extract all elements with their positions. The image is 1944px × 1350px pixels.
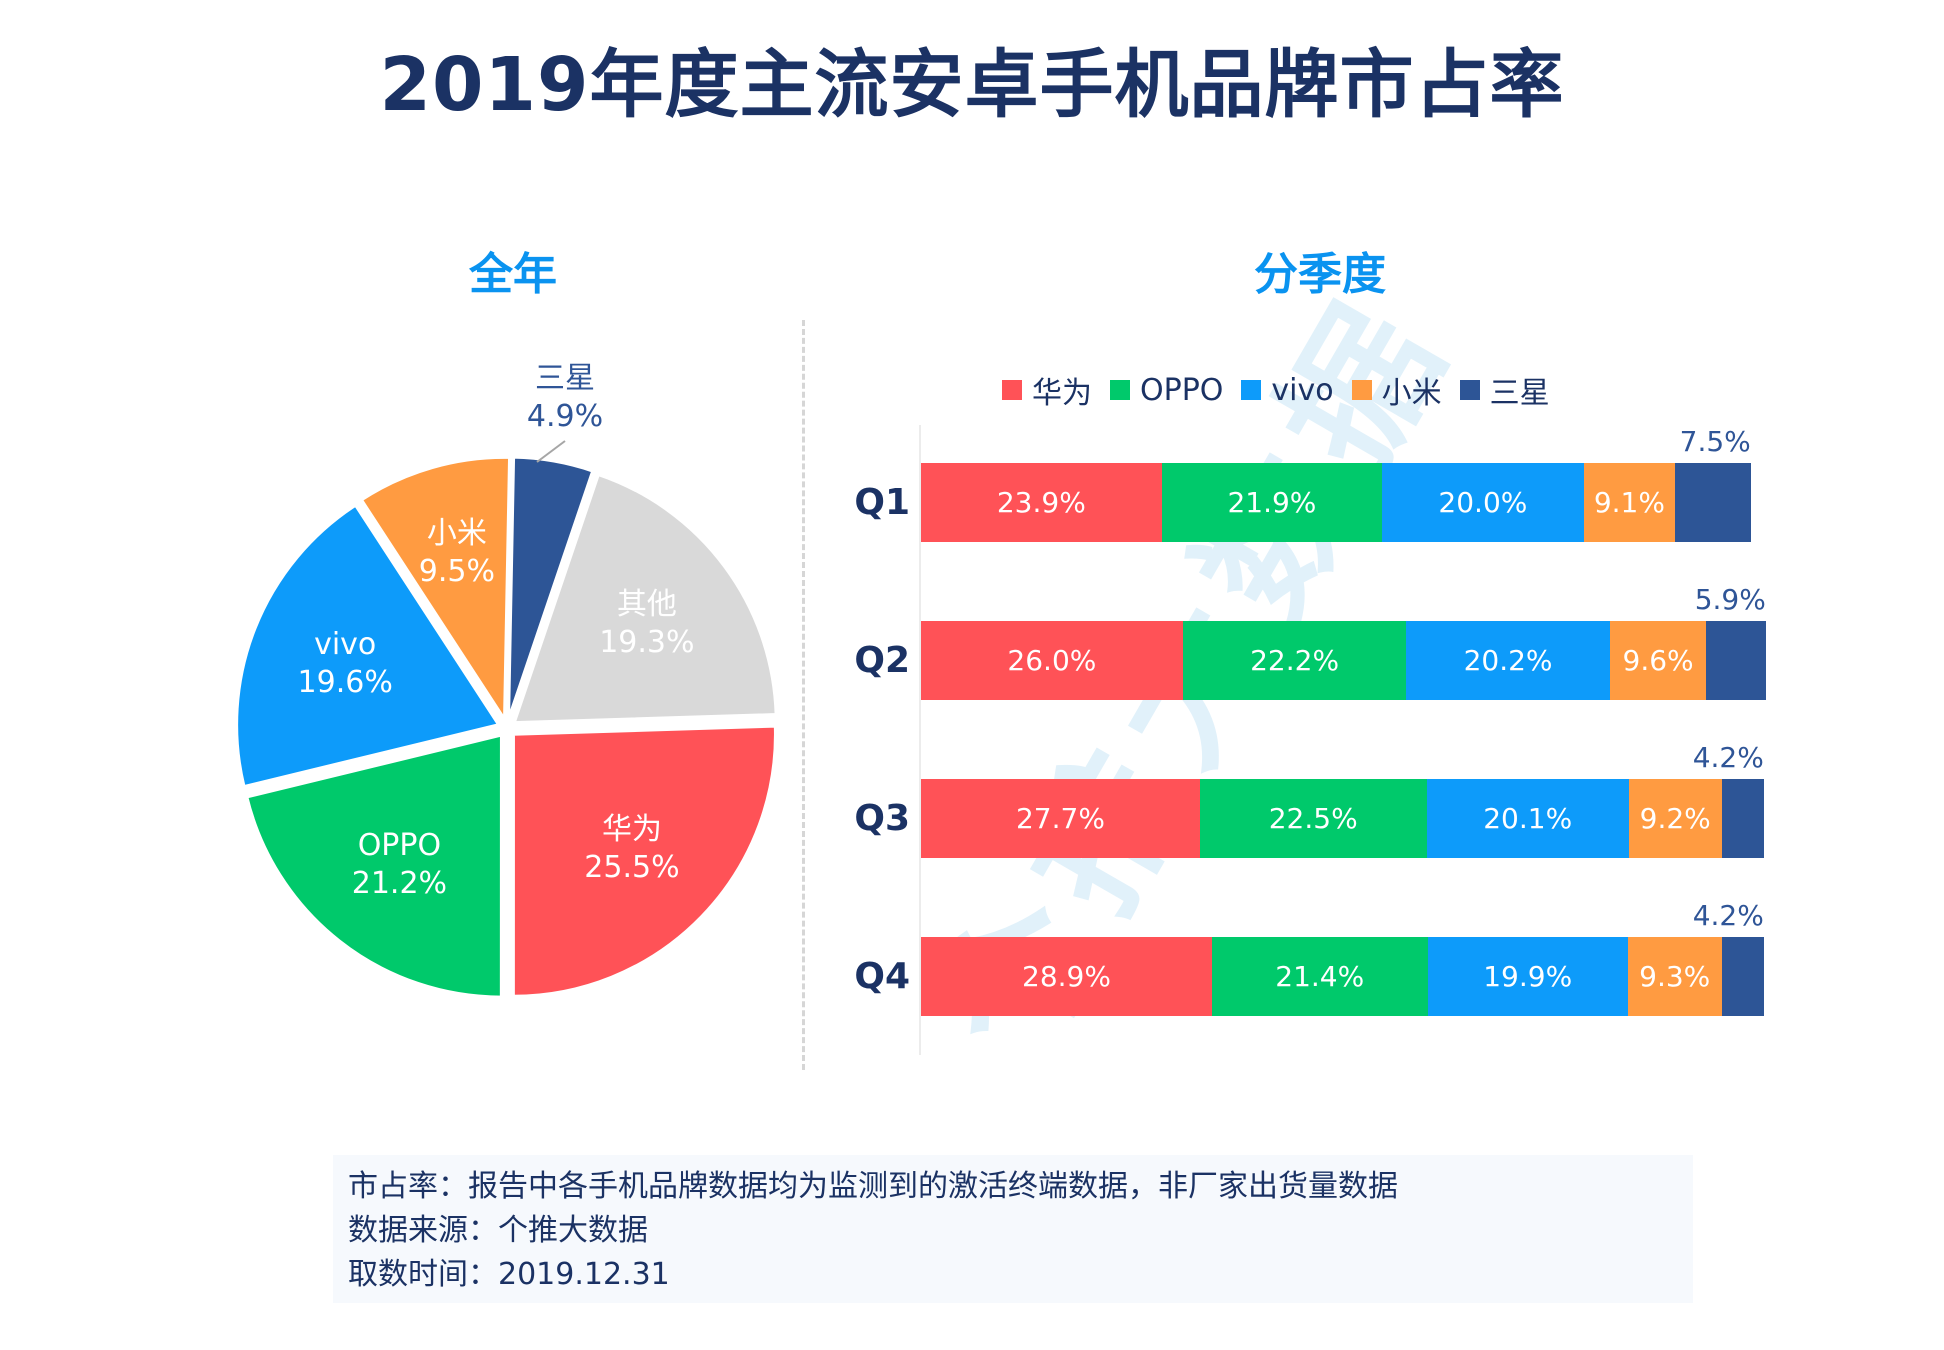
data-label: 9.2% — [1639, 802, 1711, 835]
pie-slice-三星 — [507, 455, 595, 720]
bar-segment-三星 — [1721, 937, 1764, 1016]
bar-segment-vivo: 19.9% — [1427, 937, 1628, 1016]
category-label: Q4 — [854, 956, 910, 997]
data-label-outside: 4.2% — [1692, 899, 1764, 932]
data-label: 22.2% — [1250, 644, 1340, 677]
bar-segment-OPPO: 22.2% — [1182, 621, 1407, 700]
legend-label: vivo — [1271, 372, 1334, 408]
bar-segment-小米: 9.6% — [1609, 621, 1707, 700]
category-label: Q3 — [854, 798, 910, 839]
data-label: 9.6% — [1622, 644, 1694, 677]
legend-item: 三星 — [1459, 368, 1550, 412]
data-label: 26.0% — [1007, 644, 1097, 677]
bar-row-Q2: 26.0% 22.2% 20.2% 9.6% — [921, 621, 1766, 700]
pie-label-value: 25.5% — [584, 850, 680, 886]
bar-chart-legend: 华为 OPPO vivo 小米 三星 — [1002, 368, 1568, 412]
bar-row-Q1: 23.9% 21.9% 20.0% 9.1% — [921, 463, 1751, 542]
legend-swatch — [1241, 380, 1262, 400]
bar-segment-vivo: 20.1% — [1426, 779, 1629, 858]
section-divider — [802, 320, 805, 1070]
pie-label-name: 小米 — [426, 516, 487, 552]
pie-slice-华为 — [511, 724, 777, 998]
bar-segment-OPPO: 21.9% — [1161, 463, 1383, 542]
data-label: 20.1% — [1483, 802, 1573, 835]
pie-slice-OPPO — [245, 733, 503, 999]
pie-chart-heading: 全年 — [469, 249, 557, 300]
legend-item: 华为 — [1002, 368, 1092, 412]
data-label: 21.4% — [1275, 960, 1365, 993]
bar-chart-axis — [919, 425, 921, 1055]
footnote-box: 市占率：报告中各手机品牌数据均为监测到的激活终端数据，非厂家出货量数据 数据来源… — [333, 1155, 1693, 1303]
pie-label-name: vivo — [314, 626, 377, 662]
legend-swatch — [1110, 380, 1130, 400]
data-label: 20.0% — [1438, 486, 1528, 519]
footnote-date: 取数时间：2019.12.31 — [348, 1257, 670, 1292]
pie-slice-其他 — [512, 472, 778, 725]
category-label: Q2 — [854, 640, 910, 681]
bar-segment-华为: 27.7% — [921, 779, 1200, 858]
bar-segment-OPPO: 22.5% — [1199, 779, 1427, 858]
legend-swatch — [1351, 380, 1372, 400]
pie-label-value: 4.9% — [526, 399, 604, 434]
leader-line-samsung — [536, 440, 566, 463]
bar-segment-vivo: 20.2% — [1406, 621, 1610, 700]
data-label: 21.9% — [1227, 486, 1317, 519]
legend-swatch — [1459, 380, 1480, 400]
pie-label-value: 19.6% — [297, 664, 393, 700]
bar-segment-三星 — [1706, 621, 1766, 700]
data-label: 19.9% — [1483, 960, 1573, 993]
pie-label-value: 21.2% — [351, 865, 448, 901]
bar-segment-小米: 9.1% — [1583, 463, 1676, 542]
pie-label-value: 19.3% — [599, 625, 695, 661]
legend-label: 小米 — [1381, 376, 1442, 411]
bar-segment-三星 — [1721, 779, 1764, 858]
pie-chart — [235, 440, 778, 999]
pie-label-name: 三星 — [535, 361, 595, 396]
data-label-outside: 5.9% — [1694, 583, 1766, 616]
bar-segment-小米: 9.3% — [1627, 937, 1722, 1016]
data-label: 27.7% — [1015, 802, 1105, 835]
data-label-outside: 4.2% — [1692, 741, 1764, 774]
data-label-outside: 7.5% — [1679, 425, 1751, 458]
pie-label: vivo 19.6% — [265, 626, 425, 702]
legend-label: OPPO — [1140, 372, 1224, 408]
pie-slice-小米 — [359, 455, 512, 725]
data-label: 28.9% — [1022, 960, 1111, 993]
data-label: 23.9% — [996, 486, 1086, 519]
pie-label: 三星 4.9% — [485, 360, 645, 436]
pie-label: 华为 25.5% — [552, 811, 712, 887]
legend-swatch — [1002, 380, 1022, 400]
footnote-source: 数据来源：个推大数据 — [348, 1213, 648, 1248]
footnote-definition: 市占率：报告中各手机品牌数据均为监测到的激活终端数据，非厂家出货量数据 — [348, 1169, 1398, 1204]
data-label: 22.5% — [1268, 802, 1358, 835]
pie-label-name: 华为 — [601, 812, 662, 848]
bar-chart-heading: 分季度 — [1254, 249, 1386, 300]
legend-label: 华为 — [1032, 376, 1092, 411]
data-label: 20.2% — [1463, 644, 1553, 677]
bar-segment-华为: 26.0% — [921, 621, 1183, 700]
legend-item: OPPO — [1110, 373, 1223, 408]
pie-slice-vivo — [235, 503, 502, 789]
category-label: Q1 — [854, 482, 910, 523]
page-title: 2019年度主流安卓手机品牌市占率 — [379, 42, 1565, 128]
bar-segment-华为: 23.9% — [921, 463, 1162, 542]
pie-label: OPPO 21.2% — [319, 827, 479, 903]
bar-row-Q3: 27.7% 22.5% 20.1% 9.2% — [921, 779, 1764, 858]
legend-item: 小米 — [1351, 368, 1442, 412]
pie-label-name: 其他 — [616, 587, 677, 623]
pie-label-name: OPPO — [357, 827, 442, 863]
pie-label: 其他 19.3% — [567, 586, 727, 662]
bar-segment-OPPO: 21.4% — [1212, 937, 1428, 1016]
pie-label-value: 9.5% — [418, 554, 495, 590]
legend-item: vivo — [1241, 372, 1334, 408]
bar-segment-华为: 28.9% — [921, 937, 1213, 1016]
data-label: 9.3% — [1639, 960, 1711, 993]
legend-label: 三星 — [1489, 376, 1550, 411]
bar-row-Q4: 28.9% 21.4% 19.9% 9.3% — [921, 937, 1764, 1016]
data-label: 9.1% — [1593, 486, 1665, 519]
bar-segment-vivo: 20.0% — [1382, 463, 1584, 542]
bar-segment-小米: 9.2% — [1628, 779, 1722, 858]
pie-label: 小米 9.5% — [377, 515, 537, 591]
bar-segment-三星 — [1675, 463, 1751, 542]
